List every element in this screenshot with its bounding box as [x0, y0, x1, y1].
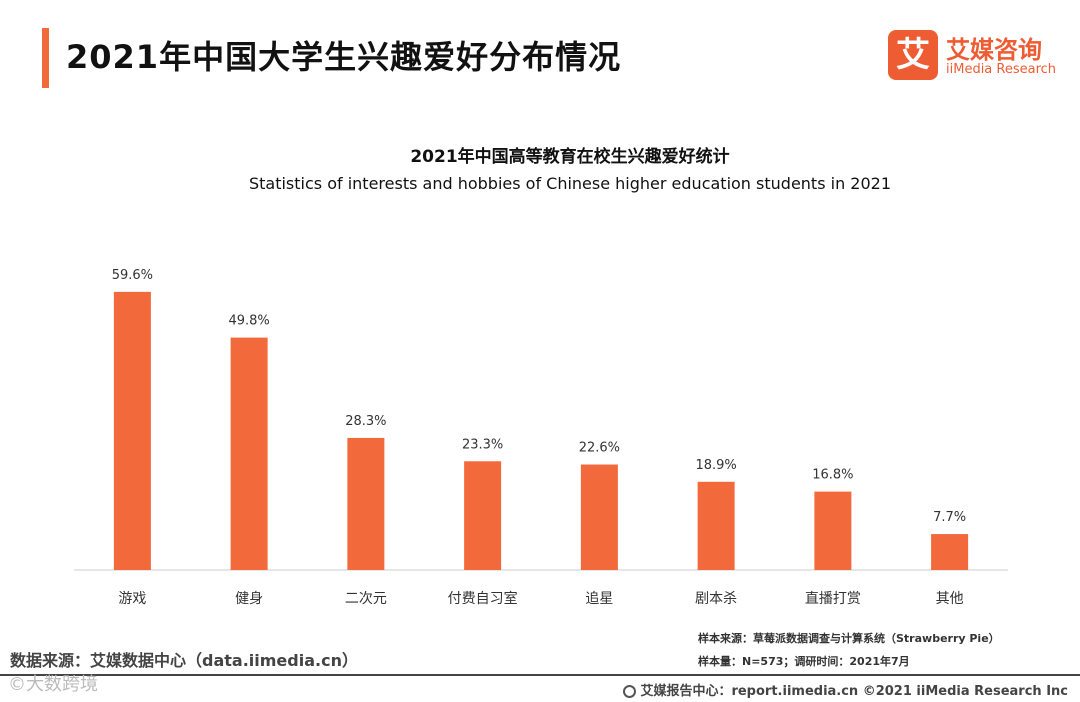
bar	[814, 491, 852, 570]
category-label: 其他	[936, 591, 964, 607]
brand-logo: 艾 艾媒咨询 iiMedia Research	[888, 30, 1058, 82]
category-label: 剧本杀	[695, 591, 737, 607]
chart-subtitle: Statistics of interests and hobbies of C…	[248, 174, 892, 193]
category-label: 追星	[585, 591, 613, 607]
chart-title: 2021年中国高等教育在校生兴趣爱好统计	[410, 147, 730, 167]
category-label: 游戏	[118, 591, 146, 607]
brand-name-en: iiMedia Research	[946, 62, 1057, 77]
bar-value-label: 18.9%	[695, 458, 736, 473]
bar-value-label: 23.3%	[462, 437, 503, 452]
bar-value-label: 28.3%	[345, 414, 386, 429]
globe-icon	[623, 685, 637, 698]
category-label: 二次元	[345, 591, 387, 607]
bar-value-label: 22.6%	[579, 441, 620, 456]
sample-source-note: 样本来源：草莓派数据调查与计算系统（Strawberry Pie）	[698, 632, 1000, 645]
bar-value-label: 7.7%	[933, 510, 966, 525]
bar	[230, 337, 268, 570]
data-source: 数据来源：艾媒数据中心（data.iimedia.cn）	[10, 651, 358, 670]
bar	[931, 534, 969, 570]
bar	[580, 464, 618, 570]
bar-value-label: 49.8%	[228, 314, 269, 329]
bar-value-label: 16.8%	[812, 468, 853, 483]
title-accent-bar	[42, 28, 49, 88]
page-title: 2021年中国大学生兴趣爱好分布情况	[66, 38, 622, 76]
bar	[347, 437, 385, 570]
sample-size-note: 样本量：N=573；调研时间：2021年7月	[698, 655, 910, 668]
bar-value-label: 59.6%	[112, 268, 153, 283]
brand-name-cn: 艾媒咨询	[946, 36, 1042, 64]
category-label: 付费自习室	[448, 590, 518, 607]
bar	[697, 481, 735, 570]
brand-mark-icon: 艾	[888, 30, 938, 80]
category-label: 直播打赏	[805, 590, 861, 607]
report-center-footer: 艾媒报告中心：report.iimedia.cn ©2021 iiMedia R…	[623, 680, 1068, 699]
report-center-text: 艾媒报告中心：report.iimedia.cn ©2021 iiMedia R…	[640, 684, 1068, 699]
bar	[113, 291, 151, 570]
watermark: ©大数跨境	[8, 674, 98, 695]
category-label: 健身	[235, 591, 263, 607]
footer-divider	[0, 674, 1080, 676]
bar	[464, 461, 502, 570]
